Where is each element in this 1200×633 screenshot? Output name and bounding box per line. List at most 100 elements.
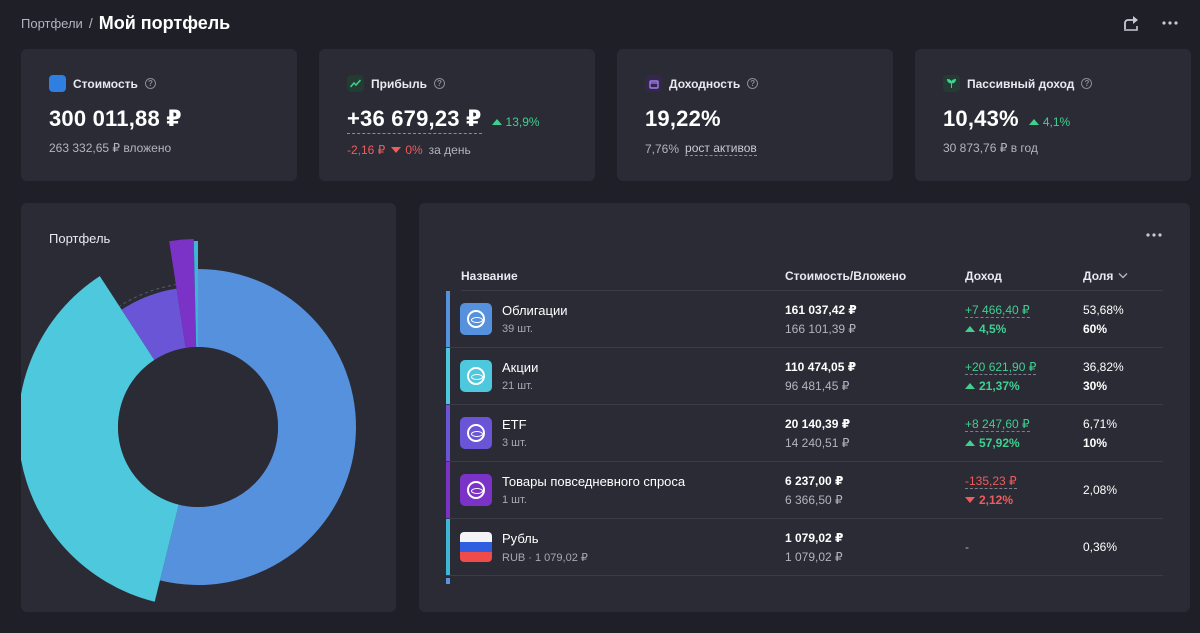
invested-value: 14 240,51 ₽ (785, 435, 850, 450)
donut-slice-5[interactable] (193, 241, 198, 348)
table-row[interactable]: Товары повседневного спроса 1 шт. 6 237,00… (446, 462, 1163, 519)
value-amount: 300 011,88 ₽ (49, 106, 182, 131)
table-row[interactable]: Акции 21 шт. 110 474,05 ₽ 96 481,45 ₽ +20 62… (446, 348, 1163, 405)
current-value: 6 237,00 ₽ (785, 473, 844, 488)
category-color-bar (446, 348, 450, 404)
assets-table-card: Название Стоимость/Вложено Доход Доля Об… (419, 203, 1190, 612)
asset-quantity: RUB · 1 079,02 ₽ (502, 551, 588, 564)
income-percent: 4,5% (965, 322, 1083, 336)
yield-growth-link[interactable]: рост активов (685, 141, 757, 156)
share-icon[interactable] (1122, 13, 1142, 33)
more-icon[interactable] (1144, 225, 1164, 245)
passive-per-year: 30 873,76 ₽ в год (943, 141, 1038, 155)
yield-growth-value: 7,76% (645, 141, 680, 156)
share-value: 6,71% (1083, 416, 1118, 431)
value-invested: 263 332,65 ₽ вложено (49, 141, 172, 155)
profit-card: Прибыль ? +36 679,23 ₽ 13,9% -2,16 ₽ 0% … (319, 49, 595, 181)
column-income[interactable]: Доход (965, 268, 1002, 283)
column-name[interactable]: Название (461, 268, 518, 283)
asset-name: Акции (502, 360, 539, 375)
donut-hole (118, 347, 278, 507)
asset-name: ETF (502, 417, 527, 432)
profit-amount[interactable]: +36 679,23 ₽ (347, 106, 482, 134)
passive-income-card: Пассивный доход ? 10,43% 4,1% 30 873,76 … (915, 49, 1191, 181)
bond-icon (460, 303, 492, 335)
top-actions (1122, 13, 1180, 33)
share-value: 36,82% (1083, 359, 1124, 374)
income-value: - (965, 540, 969, 554)
page-title: Мой портфель (98, 12, 231, 33)
income-value[interactable]: -135,23 ₽ (965, 473, 1017, 489)
help-icon[interactable]: ? (434, 78, 445, 89)
column-value[interactable]: Стоимость/Вложено (785, 268, 907, 283)
portfolio-chart-card: Портфель (21, 203, 396, 612)
chart-line-icon (347, 75, 364, 92)
scroll-indicator (446, 578, 450, 584)
yield-amount: 19,22% (645, 106, 721, 131)
value-label: Стоимость (73, 76, 138, 91)
breadcrumb-portfolios[interactable]: Портфели (21, 15, 83, 31)
asset-quantity: 21 шт. (502, 380, 533, 392)
top-bar: Портфели / Мой портфель (21, 10, 1180, 36)
arrow-down-icon (391, 147, 402, 153)
chart-title: Портфель (49, 231, 111, 246)
arrow-up-icon (965, 439, 975, 446)
value-card: Стоимость ? 300 011,88 ₽ 263 332,65 ₽ вл… (21, 49, 297, 181)
current-value: 161 037,42 ₽ (785, 302, 857, 317)
income-value[interactable]: +20 621,90 ₽ (965, 359, 1037, 375)
donut-slice-4[interactable] (169, 239, 197, 348)
invested-value: 1 079,02 ₽ (785, 549, 843, 564)
help-icon[interactable]: ? (144, 78, 156, 89)
plant-icon (943, 75, 960, 92)
income-value[interactable]: +7 466,40 ₽ (965, 302, 1030, 318)
table-row[interactable]: ETF 3 шт. 20 140,39 ₽ 14 240,51 ₽ +8 247,60 … (446, 405, 1163, 462)
invested-value: 166 101,39 ₽ (785, 321, 857, 336)
share-value: 0,36% (1083, 540, 1118, 554)
etf-icon (460, 417, 492, 449)
share-value: 2,08% (1083, 483, 1118, 497)
current-value: 1 079,02 ₽ (785, 530, 844, 545)
current-value: 20 140,39 ₽ (785, 416, 851, 431)
table-body: Облигации 39 шт. 161 037,42 ₽ 166 101,39 ₽ +… (446, 291, 1163, 576)
profit-day-label: за день (428, 143, 471, 157)
asset-quantity: 3 шт. (502, 437, 527, 449)
category-color-bar (446, 405, 450, 461)
yield-card: Доходность ? 19,22% 7,76% рост активов (617, 49, 893, 181)
target-share: 60% (1083, 321, 1108, 336)
wallet-icon (49, 75, 66, 92)
target-share: 30% (1083, 378, 1108, 393)
calendar-icon (645, 75, 662, 92)
profit-day-abs: -2,16 ₽ (347, 143, 386, 157)
donut-slice-2[interactable] (21, 276, 179, 602)
invested-value: 96 481,45 ₽ (785, 378, 850, 393)
table-row[interactable]: Облигации 39 шт. 161 037,42 ₽ 166 101,39 ₽ +… (446, 291, 1163, 348)
income-percent: 21,37% (965, 379, 1083, 393)
chevron-down-icon (1118, 273, 1128, 279)
profit-day-pct: 0% (391, 143, 423, 157)
arrow-up-icon (1028, 119, 1039, 125)
share-value: 53,68% (1083, 302, 1124, 317)
arrow-down-icon (965, 496, 975, 503)
column-share[interactable]: Доля (1083, 269, 1163, 283)
consumer-goods-icon (460, 474, 492, 506)
donut-slice-3[interactable] (121, 288, 186, 360)
stock-icon (460, 360, 492, 392)
asset-name: Облигации (502, 303, 568, 318)
help-icon[interactable]: ? (1081, 78, 1093, 89)
category-color-bar (446, 519, 450, 575)
arrow-up-icon (965, 382, 975, 389)
target-share: 10% (1083, 435, 1108, 450)
current-value: 110 474,05 ₽ (785, 359, 857, 374)
passive-amount: 10,43% (943, 106, 1019, 131)
arrow-up-icon (965, 325, 975, 332)
more-icon[interactable] (1160, 13, 1180, 33)
passive-change: 4,1% (1028, 115, 1070, 129)
help-icon[interactable]: ? (747, 78, 759, 89)
russia-flag-icon (460, 532, 492, 562)
donut-slice-1[interactable] (159, 269, 356, 585)
asset-quantity: 1 шт. (502, 494, 527, 506)
table-row[interactable]: Рубль RUB · 1 079,02 ₽ 1 079,02 ₽ 1 079,02 … (446, 519, 1163, 576)
portfolio-donut-chart (21, 239, 356, 602)
breadcrumb-separator: / (88, 15, 93, 31)
income-value[interactable]: +8 247,60 ₽ (965, 416, 1030, 432)
